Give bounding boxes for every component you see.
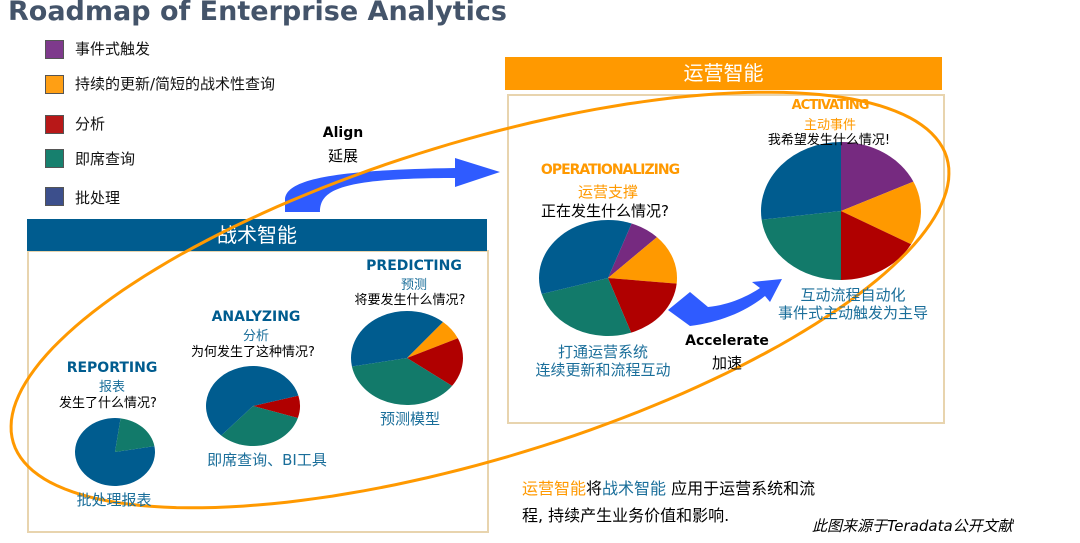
accelerate-label: Accelerate — [685, 333, 769, 349]
stage-analyzing-title: ANALYZING — [211, 309, 301, 325]
stage-operationalizing-cn: 运营支撑 — [577, 183, 639, 201]
stage-analyzing-cn: 分析 — [242, 329, 270, 344]
stage-operationalizing-caption-1: 打通运营系统 — [557, 343, 649, 361]
stage-predicting-title: PREDICTING — [366, 258, 462, 274]
stage-activating-caption-2: 事件式主动触发为主导 — [777, 304, 929, 322]
pie-slice-adhoc — [541, 278, 632, 336]
pie-slice-analysis — [253, 395, 300, 418]
align-label-cn: 延展 — [327, 147, 359, 165]
pie-slice-adhoc — [115, 418, 155, 452]
legend-label: 持续的更新/简短的战术性查询 — [75, 75, 276, 93]
legend-swatch-update — [45, 75, 64, 94]
stage-analyzing-question: 为何发生了这种情况? — [191, 345, 315, 360]
tactical-header: 战术智能 — [27, 219, 487, 251]
stage-reporting-question: 发生了什么情况? — [59, 396, 157, 411]
pie-slice-update — [608, 237, 678, 284]
pie-slice-update — [841, 181, 922, 245]
stage-predicting-question: 将要发生什么情况? — [354, 293, 466, 308]
stage-reporting-title: REPORTING — [66, 360, 158, 376]
stage-analyzing-caption: 即席查询、BI工具 — [207, 451, 327, 469]
legend-swatch-analysis — [45, 115, 64, 134]
summary-operational: 运营智能 — [522, 479, 587, 498]
pie-slice-event — [841, 142, 914, 211]
stage-activating-caption-1: 互动流程自动化 — [800, 286, 906, 304]
operational-box — [507, 94, 945, 424]
pie-slice-batch — [538, 220, 632, 294]
source-note: 此图来源于Teradata公开文献 — [812, 517, 1013, 535]
pie-slice-analysis — [608, 278, 677, 333]
legend-swatch-event — [45, 40, 64, 59]
legend-label: 事件式触发 — [75, 40, 151, 58]
accelerate-arrow — [668, 279, 782, 326]
stage-reporting-cn: 报表 — [98, 380, 126, 395]
summary-text: 运营智能将战术智能 应用于运营系统和流 程, 持续产生业务价值和影响. — [522, 475, 815, 529]
tactical-box — [27, 250, 489, 533]
align-label: Align — [322, 125, 364, 141]
pie-slice-analysis — [407, 338, 463, 386]
summary-connector: 将 — [586, 479, 603, 498]
summary-line2: 程, 持续产生业务价值和影响. — [522, 506, 730, 525]
pie-slice-adhoc — [761, 211, 841, 280]
pie-slice-update — [407, 321, 458, 358]
pie-slice-analysis — [841, 211, 912, 280]
page-title: Roadmap of Enterprise Analytics — [8, 0, 507, 27]
stage-operationalizing-question: 正在发生什么情况? — [541, 202, 669, 220]
stage-activating-title: ACTIVATING — [791, 98, 870, 113]
pie-slice-adhoc — [351, 358, 453, 406]
operational-header: 运营智能 — [505, 57, 942, 90]
pie-slice-batch — [206, 366, 299, 436]
legend-label: 分析 — [75, 115, 106, 133]
legend-swatch-batch — [45, 187, 64, 206]
summary-tactical: 战术智能 — [602, 479, 667, 498]
pie-slice-batch — [761, 142, 841, 220]
legend-label: 即席查询 — [75, 150, 136, 168]
align-arrow — [285, 158, 500, 212]
pie-slice-event — [608, 223, 657, 278]
operational-scope-ellipse — [9, 90, 951, 510]
accelerate-label-cn: 加速 — [711, 354, 743, 372]
stage-activating-cn: 主动事件 — [803, 118, 857, 133]
stage-operationalizing-caption-2: 连续更新和流程互动 — [535, 361, 671, 379]
stage-activating-question: 我希望发生什么情况! — [767, 133, 891, 148]
legend-label: 批处理 — [75, 189, 121, 207]
stage-predicting-cn: 预测 — [400, 278, 428, 293]
stage-operationalizing-title: OPERATIONALIZING — [540, 162, 680, 178]
stage-predicting-caption: 预测模型 — [379, 410, 441, 428]
pie-slice-adhoc — [221, 406, 298, 447]
pie-slice-batch — [350, 310, 443, 367]
stage-reporting-caption: 批处理报表 — [76, 491, 152, 509]
summary-rest: 应用于运营系统和流 — [666, 479, 816, 498]
legend-swatch-adhoc — [45, 149, 64, 168]
